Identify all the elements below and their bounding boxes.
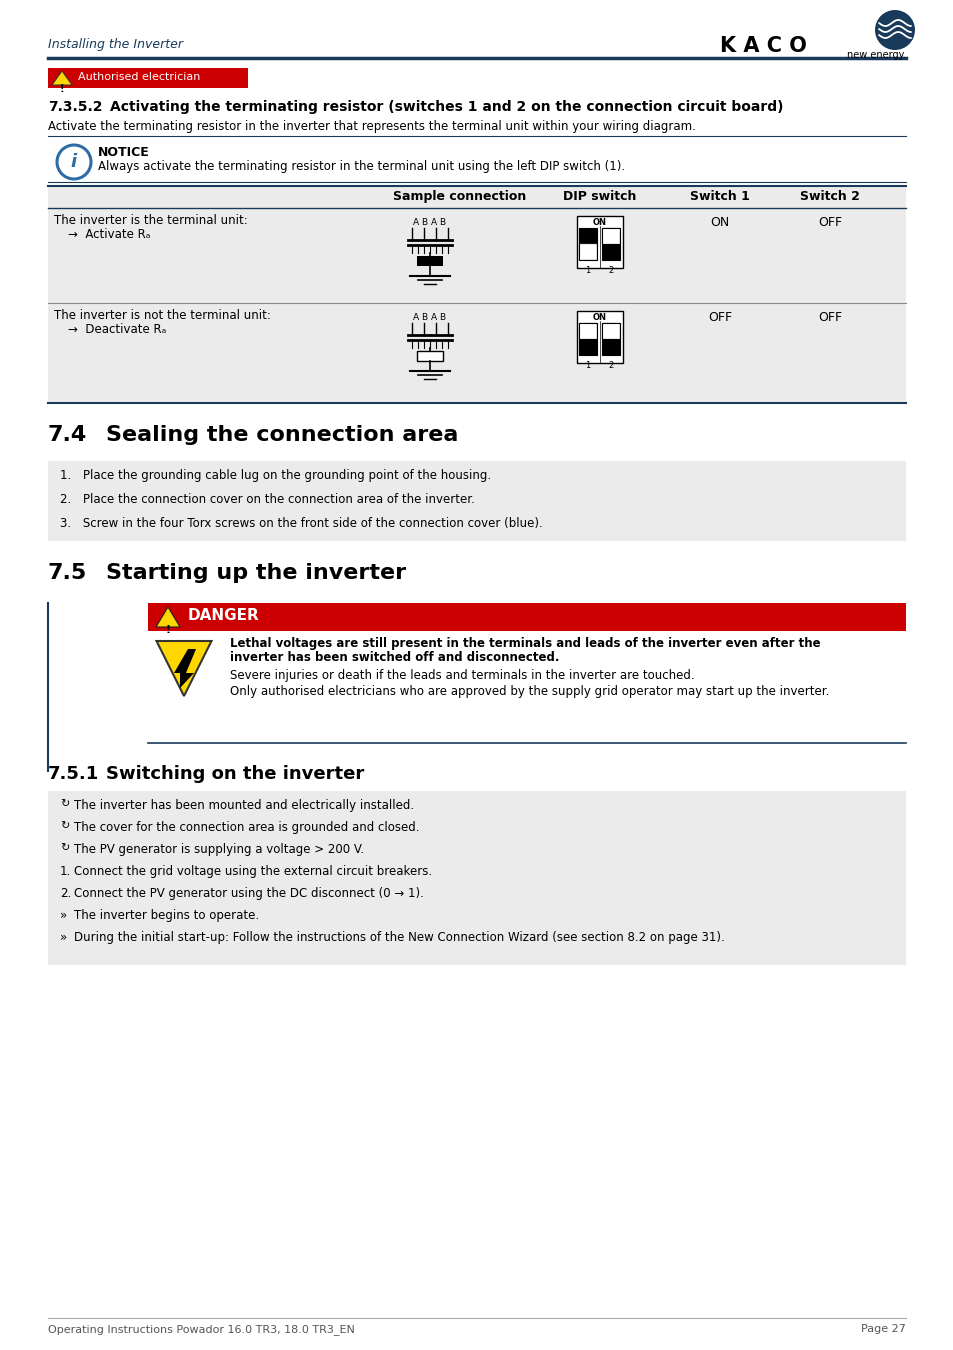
Text: During the initial start-up: Follow the instructions of the New Connection Wizar: During the initial start-up: Follow the … [74,931,724,944]
Text: ON: ON [593,217,606,227]
Text: OFF: OFF [817,216,841,230]
Text: 7.5: 7.5 [48,563,87,583]
Text: K A C O: K A C O [720,36,806,55]
Text: 2: 2 [608,266,613,275]
Bar [48,186,905,404]
Text: A B A B: A B A B [413,217,446,227]
Text: 2: 2 [608,360,613,370]
Text: Operating Instructions Powador 16.0 TR3, 18.0 TR3_EN: Operating Instructions Powador 16.0 TR3,… [48,1324,355,1335]
Text: The inverter has been mounted and electrically installed.: The inverter has been mounted and electr… [74,799,414,811]
Text: Only authorised electricians who are approved by the supply grid operator may st: Only authorised electricians who are app… [230,684,828,698]
Polygon shape [173,649,195,688]
Text: i: i [71,153,77,171]
Text: 7.4: 7.4 [48,425,87,446]
Text: !: ! [165,625,171,634]
Text: Lethal voltages are still present in the terminals and leads of the inverter eve: Lethal voltages are still present in the… [230,637,820,649]
Text: 1: 1 [585,266,590,275]
Bar [601,244,619,261]
Bar [578,323,597,355]
Text: The inverter is not the terminal unit:: The inverter is not the terminal unit: [54,309,271,323]
Bar [48,791,905,965]
Text: Sample connection: Sample connection [393,190,526,202]
Bar [148,630,905,743]
Text: 3. Screw in the four Torx screws on the front side of the connection cover (blue: 3. Screw in the four Torx screws on the … [60,517,542,531]
Bar [578,323,597,339]
Text: Switch 2: Switch 2 [800,190,859,202]
Bar [578,228,597,244]
Bar [578,244,597,261]
Text: Authorised electrician: Authorised electrician [78,72,200,82]
Text: 2.: 2. [60,887,71,900]
Text: 1: 1 [585,360,590,370]
Text: 2. Place the connection cover on the connection area of the inverter.: 2. Place the connection cover on the con… [60,493,475,506]
Text: DIP switch: DIP switch [562,190,636,202]
Text: →  Activate Rₐ: → Activate Rₐ [68,228,151,242]
Text: Activating the terminating resistor (switches 1 and 2 on the connection circuit : Activating the terminating resistor (swi… [110,100,782,113]
Bar [601,339,619,355]
Text: 7.5.1: 7.5.1 [48,765,99,783]
Bar [601,228,619,261]
Circle shape [57,144,91,180]
Text: Installing the Inverter: Installing the Inverter [48,38,183,51]
Text: !: ! [60,84,64,95]
Text: »: » [60,909,67,922]
Bar [601,323,619,339]
Text: 1.: 1. [60,865,71,878]
Polygon shape [156,641,212,697]
Bar [578,228,597,261]
Text: Switch 1: Switch 1 [689,190,749,202]
Text: DANGER: DANGER [188,608,259,622]
Text: A B A B: A B A B [413,313,446,323]
Bar [416,256,442,266]
Text: NOTICE: NOTICE [98,146,150,159]
Bar [577,216,622,269]
Text: Activate the terminating resistor in the inverter that represents the terminal u: Activate the terminating resistor in the… [48,120,695,134]
Text: Page 27: Page 27 [861,1324,905,1334]
Bar [416,351,442,360]
Bar [601,323,619,355]
Bar [577,310,622,363]
Circle shape [874,9,914,50]
Text: 1. Place the grounding cable lug on the grounding point of the housing.: 1. Place the grounding cable lug on the … [60,468,491,482]
Text: 7.3.5.2: 7.3.5.2 [48,100,102,113]
Text: inverter has been switched off and disconnected.: inverter has been switched off and disco… [230,651,558,664]
Text: ON: ON [593,313,606,323]
Text: →  Deactivate Rₐ: → Deactivate Rₐ [68,323,166,336]
Text: new energy.: new energy. [846,50,905,59]
Text: Starting up the inverter: Starting up the inverter [106,563,406,583]
Text: Severe injuries or death if the leads and terminals in the inverter are touched.: Severe injuries or death if the leads an… [230,670,694,682]
Text: Connect the grid voltage using the external circuit breakers.: Connect the grid voltage using the exter… [74,865,432,878]
Polygon shape [52,72,71,85]
Text: OFF: OFF [817,310,841,324]
Text: ON: ON [710,216,729,230]
Text: The inverter is the terminal unit:: The inverter is the terminal unit: [54,215,248,227]
Text: Always activate the terminating resistor in the terminal unit using the left DIP: Always activate the terminating resistor… [98,161,624,173]
Polygon shape [156,608,180,626]
Bar [148,603,905,630]
Text: Switching on the inverter: Switching on the inverter [106,765,364,783]
Bar [48,68,248,88]
Text: Connect the PV generator using the DC disconnect (0 → 1).: Connect the PV generator using the DC di… [74,887,423,900]
Bar [48,460,905,541]
Text: OFF: OFF [707,310,731,324]
Text: ↻: ↻ [60,842,70,853]
Text: The inverter begins to operate.: The inverter begins to operate. [74,909,259,922]
Bar [601,228,619,244]
Text: The cover for the connection area is grounded and closed.: The cover for the connection area is gro… [74,821,419,834]
Text: ↻: ↻ [60,799,70,809]
Text: Sealing the connection area: Sealing the connection area [106,425,457,446]
Text: The PV generator is supplying a voltage > 200 V.: The PV generator is supplying a voltage … [74,842,364,856]
Bar [578,339,597,355]
Text: »: » [60,931,67,944]
Text: ↻: ↻ [60,821,70,832]
